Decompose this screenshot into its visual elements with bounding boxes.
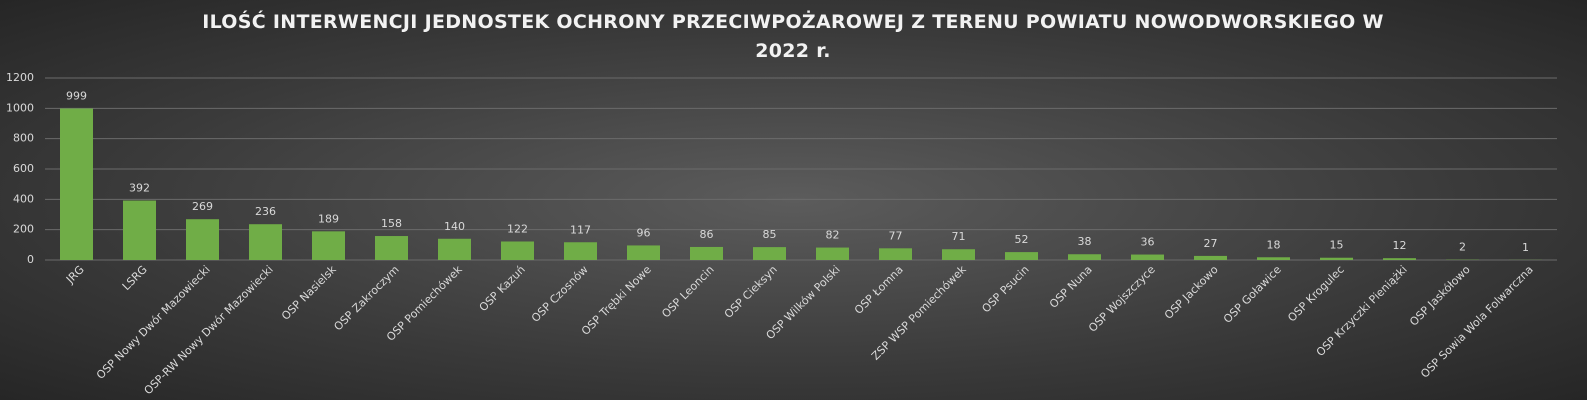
y-tick-label: 800	[13, 132, 34, 145]
bar	[60, 108, 93, 260]
x-tick-label: OSP Psucin	[979, 263, 1031, 315]
y-tick-label: 0	[27, 253, 34, 266]
data-label: 86	[700, 228, 714, 241]
x-tick-label: OSP Jackowo	[1162, 263, 1221, 322]
data-label: 236	[255, 205, 276, 218]
data-label: 96	[637, 226, 651, 239]
bar	[1131, 254, 1164, 260]
bar	[564, 242, 597, 260]
data-label: 18	[1267, 238, 1281, 251]
x-tick-label: OSP Nowy Dwór Mazowiecki	[94, 263, 213, 382]
data-label: 36	[1141, 236, 1155, 249]
y-tick-label: 1000	[6, 101, 34, 114]
x-tick-label: OSP-RW Nowy Dwór Mazowiecki	[142, 263, 276, 397]
bar	[753, 247, 786, 260]
x-tick-label: OSP Trębki Nowe	[579, 263, 654, 338]
data-label: 1	[1522, 241, 1529, 254]
bar	[1068, 254, 1101, 260]
bar	[690, 246, 723, 260]
data-label: 158	[381, 217, 402, 230]
bar	[438, 238, 471, 260]
chart-title: ILOŚĆ INTERWENCJI JEDNOSTEK OCHRONY PRZE…	[202, 11, 1384, 62]
data-label: 82	[826, 229, 840, 242]
bar	[123, 200, 156, 260]
y-tick-label: 400	[13, 192, 34, 205]
x-tick-label: JRG	[63, 263, 87, 287]
x-tick-label: OSP Nuna	[1047, 263, 1095, 311]
bar	[942, 249, 975, 260]
bar	[816, 247, 849, 260]
x-tick-label: LSRG	[120, 263, 150, 293]
x-tick-label: OSP Zakroczym	[331, 263, 401, 333]
y-tick-label: 1200	[6, 71, 34, 84]
x-tick-label: OSP Nasielsk	[279, 263, 339, 323]
x-tick-label: OSP Krogulec	[1285, 263, 1346, 324]
data-label: 85	[763, 228, 777, 241]
x-tick-label: OSP Jaskółowo	[1407, 263, 1473, 329]
x-tick-label: OSP Czosnów	[529, 263, 591, 325]
bar	[501, 241, 534, 260]
x-tick-label: OSP Sowia Wola Folwarczna	[1418, 263, 1536, 381]
x-tick-label: OSP Wojszczyce	[1086, 263, 1158, 335]
y-tick-label: 600	[13, 162, 34, 175]
bar	[1383, 258, 1416, 260]
bar	[1320, 257, 1353, 260]
data-label: 117	[570, 223, 591, 236]
x-tick-label: OSP Kazuń	[477, 263, 528, 314]
x-tick-label: OSP Łomna	[852, 263, 906, 317]
data-label: 77	[889, 229, 903, 242]
bar	[1194, 255, 1227, 260]
data-label: 38	[1078, 235, 1092, 248]
data-label: 189	[318, 212, 339, 225]
data-label: 71	[952, 230, 966, 243]
data-label: 2	[1459, 241, 1466, 254]
x-tick-label: OSP Goławice	[1221, 263, 1284, 326]
data-label: 122	[507, 222, 528, 235]
y-tick-label: 200	[13, 223, 34, 236]
x-tick-label: OSP Cieksyn	[722, 263, 780, 321]
x-tick-label: OSP Leoncin	[659, 263, 716, 320]
data-label: 999	[66, 89, 87, 102]
data-label: 52	[1015, 233, 1029, 246]
bar	[249, 224, 282, 260]
data-label: 12	[1393, 239, 1407, 252]
data-label: 140	[444, 220, 465, 233]
data-label: 269	[192, 200, 213, 213]
bar	[879, 248, 912, 260]
bar	[312, 231, 345, 260]
bar	[627, 245, 660, 260]
bar	[1005, 252, 1038, 260]
data-label: 15	[1330, 239, 1344, 252]
bar	[186, 219, 219, 260]
data-label: 392	[129, 182, 150, 195]
bar	[1257, 257, 1290, 260]
data-label: 27	[1204, 237, 1218, 250]
bar	[375, 236, 408, 260]
